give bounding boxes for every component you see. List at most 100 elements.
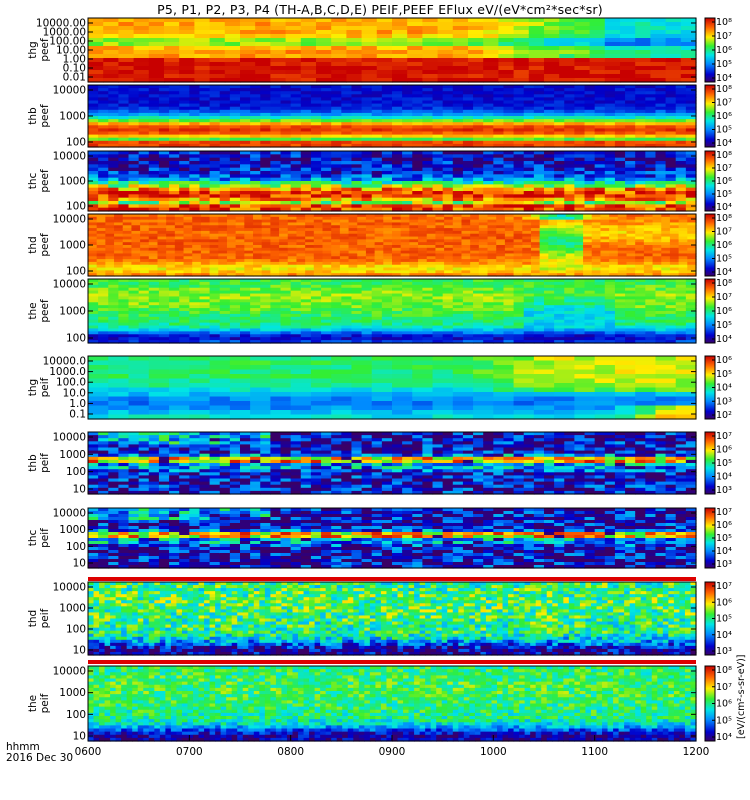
spectrogram-cells xyxy=(88,666,697,742)
y-tick-label: 1000 xyxy=(59,176,86,188)
colorbar-tick-label: 10⁷ xyxy=(716,431,732,442)
y-tick-label: 10000 xyxy=(53,151,86,163)
chart-title: P5, P1, P2, P3, P4 (TH-A,B,C,D,E) PEIF,P… xyxy=(157,2,603,17)
panel-frame xyxy=(87,507,697,569)
y-tick-label: 10000.00 xyxy=(36,18,86,30)
colorbar-tick-label: 10⁷ xyxy=(716,227,732,238)
x-tick-label: 1000 xyxy=(480,746,507,758)
colorbar-tick-label: 10⁵ xyxy=(716,189,732,200)
colorbar-tick-label: 10⁶ xyxy=(716,699,732,710)
y-tick-label: 10 xyxy=(73,645,86,657)
colorbar-tick-label: 10⁷ xyxy=(716,98,732,109)
y-tick-label: 100 xyxy=(66,541,86,553)
spectrogram-cells xyxy=(88,508,697,569)
panel-label: thepeif xyxy=(27,693,51,713)
panel-the_peef: 10000 1000 100 thepeef 10⁸ 10⁷ 10⁶ 10⁵ 10⁴ xyxy=(27,278,732,345)
colorbar-tick-label: 10³ xyxy=(716,559,732,570)
spectrogram-cells xyxy=(88,279,697,344)
panel-frame xyxy=(87,581,697,656)
colorbar-tick-label: 10⁵ xyxy=(716,715,732,726)
colorbar-tick-label: 10⁵ xyxy=(716,320,732,331)
spectrogram-cells xyxy=(88,18,697,83)
colorbar-tick-label: 10⁶ xyxy=(716,520,732,531)
panel-thc_peef: 10000 1000 100 thcpeef 10⁸ 10⁷ 10⁶ 10⁵ 10⁴ xyxy=(27,150,732,213)
panel-thc_peif: 10000 1000 100 10 thcpeif 10⁷ 10⁶ 10⁵ 10⁴ 10³ xyxy=(27,507,732,570)
panel-thb_peif: 10000 1000 100 10 thbpeif 10⁷ 10⁶ 10⁵ 10⁴ 10³ xyxy=(27,431,732,496)
y-tick-label: 10000 xyxy=(53,279,86,291)
colorbar-tick-label: 10⁷ xyxy=(716,507,732,518)
panel-frame xyxy=(87,355,697,420)
y-tick-label: 0.01 xyxy=(63,72,86,84)
colorbar-tick-label: 10⁴ xyxy=(716,732,732,743)
y-tick-label: 100 xyxy=(66,137,86,149)
spectrogram-cells xyxy=(88,356,697,420)
y-tick-label: 100 xyxy=(66,201,86,213)
colorbar-unit-label: [eV/(cm²-s-sr-eV)] xyxy=(736,655,747,739)
spectrogram-cells xyxy=(88,214,697,277)
colorbar-tick-label: 10⁸ xyxy=(716,213,732,224)
panel-label: thcpeef xyxy=(27,169,51,193)
colorbar-tick-label: 10⁶ xyxy=(716,306,732,317)
y-tick-label: 10.0 xyxy=(63,387,86,399)
y-tick-label: 0.1 xyxy=(69,409,86,421)
colorbar-tick-label: 10² xyxy=(716,410,732,421)
colorbar-tick-label: 10⁶ xyxy=(716,176,732,187)
colorbar-tick-label: 10⁶ xyxy=(716,111,732,122)
colorbar-tick-label: 10⁴ xyxy=(716,383,732,394)
colorbar-tick-label: 10⁶ xyxy=(716,45,732,56)
colorbar-tick-label: 10⁸ xyxy=(716,278,732,289)
colorbar-tick-label: 10⁵ xyxy=(716,59,732,70)
colorbar-tick-label: 10⁸ xyxy=(716,665,732,676)
x-tick-label: 0700 xyxy=(176,746,203,758)
y-tick-label: 100.0 xyxy=(56,377,86,389)
x-tick-label: 0800 xyxy=(277,746,304,758)
colorbar-tick-label: 10⁶ xyxy=(716,445,732,456)
y-tick-label: 10000 xyxy=(53,214,86,226)
y-tick-label: 1000.0 xyxy=(49,366,86,378)
panel-label: thcpeif xyxy=(27,528,51,548)
colorbar-tick-label: 10⁷ xyxy=(716,682,732,693)
colorbar-tick-label: 10⁵ xyxy=(716,458,732,469)
x-date-label: 2016 Dec 30 xyxy=(6,752,73,764)
saturation-band xyxy=(88,660,696,664)
panel-the_peif: 10000 1000 100 10 thepeif 10⁸ 10⁷ 10⁶ 10⁵ 10⁴ xyxy=(27,665,732,743)
colorbar-tick-label: 10⁷ xyxy=(716,163,732,174)
y-tick-label: 1000.00 xyxy=(43,27,86,39)
y-tick-label: 10000.0 xyxy=(43,356,86,368)
colorbar-tick-label: 10⁷ xyxy=(716,581,732,592)
panel-thd_peef: 10000 1000 100 thdpeef 10⁸ 10⁷ 10⁶ 10⁵ 10⁴ xyxy=(27,213,732,278)
colorbar-tick-label: 10³ xyxy=(716,396,732,407)
y-tick-label: 10000 xyxy=(53,508,86,520)
colorbar-tick-label: 10⁶ xyxy=(716,355,732,366)
colorbar-tick-label: 10⁴ xyxy=(716,472,732,483)
panel-thd_peif: 10000 1000 100 10 thdpeif 10⁷ 10⁶ 10⁵ 10⁴ 10³ xyxy=(27,581,732,657)
spectrogram-cells xyxy=(88,432,697,495)
x-tick-label: 1100 xyxy=(581,746,608,758)
spectrogram-cells xyxy=(88,85,697,148)
colorbar-tick-label: 10⁸ xyxy=(716,150,732,161)
colorbar-tick-label: 10⁸ xyxy=(716,84,732,95)
y-tick-label: 10 xyxy=(73,558,86,570)
colorbar-tick-label: 10⁴ xyxy=(716,334,732,345)
y-tick-label: 1.00 xyxy=(63,54,86,66)
y-tick-label: 10000 xyxy=(53,582,86,594)
colorbar-tick-label: 10³ xyxy=(716,646,732,657)
y-tick-label: 100 xyxy=(66,709,86,721)
colorbar-tick-label: 10⁴ xyxy=(716,73,732,84)
panel-label: thbpeef xyxy=(27,104,51,128)
colorbar-tick-label: 10⁵ xyxy=(716,254,732,265)
y-tick-label: 10000 xyxy=(53,85,86,97)
spectrogram-cells xyxy=(88,582,697,656)
x-tick-label: 0900 xyxy=(379,746,406,758)
y-tick-label: 100 xyxy=(66,466,86,478)
y-tick-label: 1000 xyxy=(59,240,86,252)
colorbar-tick-label: 10⁴ xyxy=(716,267,732,278)
y-tick-label: 10 xyxy=(73,731,86,743)
colorbar-tick-label: 10³ xyxy=(716,485,732,496)
y-tick-label: 1000 xyxy=(59,306,86,318)
panel-frame xyxy=(87,431,697,495)
panel-label: thbpeif xyxy=(27,453,51,473)
y-tick-label: 100 xyxy=(66,624,86,636)
